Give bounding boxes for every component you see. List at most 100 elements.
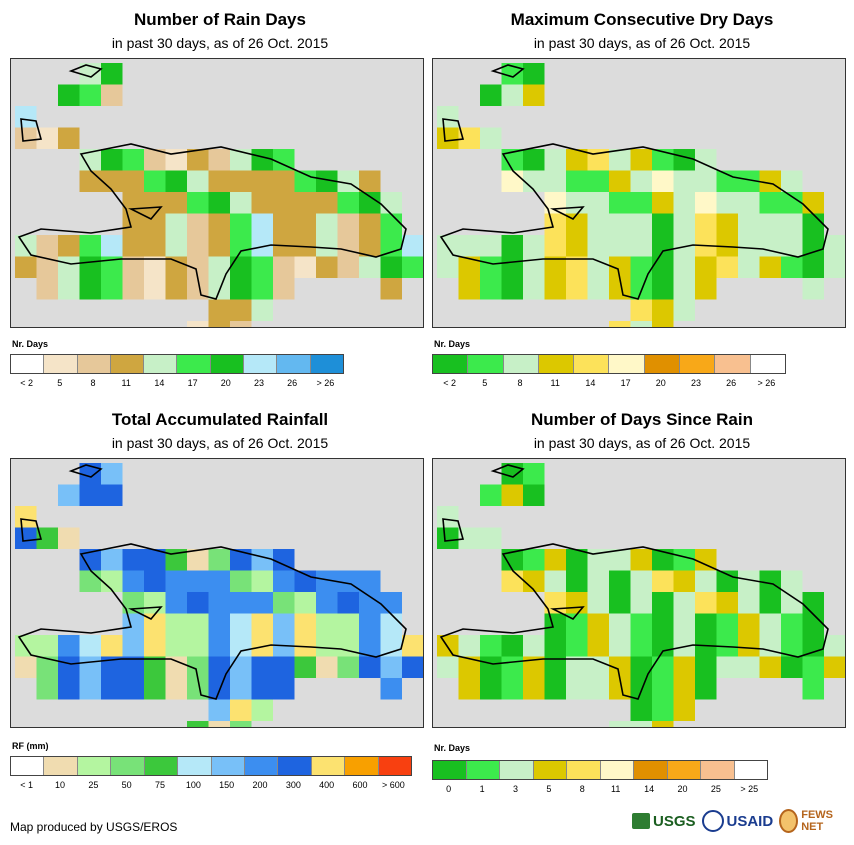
grid-cell bbox=[802, 613, 824, 635]
grid-cell bbox=[544, 256, 566, 278]
grid-cell bbox=[609, 235, 631, 257]
grid-cell bbox=[251, 613, 273, 635]
grid-cell bbox=[359, 170, 381, 192]
grid-cell bbox=[824, 656, 845, 678]
grid-cell bbox=[630, 635, 652, 657]
grid-cell bbox=[781, 635, 803, 657]
grid-cell bbox=[122, 213, 144, 235]
grid-cell bbox=[609, 149, 631, 171]
grid-cell bbox=[523, 235, 545, 257]
grid-cell bbox=[630, 613, 652, 635]
grid-cell bbox=[501, 278, 523, 300]
grid-cell bbox=[501, 170, 523, 192]
legend-swatch bbox=[44, 757, 78, 775]
map-total-rainfall bbox=[10, 458, 424, 728]
grid-cell bbox=[101, 463, 123, 485]
grid-cell bbox=[230, 613, 252, 635]
legend-label: 14 bbox=[644, 784, 655, 794]
grid-cell bbox=[738, 592, 760, 614]
grid-cell bbox=[230, 570, 252, 592]
grid-cell bbox=[630, 170, 652, 192]
grid-cell bbox=[187, 656, 209, 678]
legend-swatch bbox=[345, 757, 379, 775]
legend-labels: < 2 5 8 11 14 17 20 23 26 > 26 bbox=[432, 378, 784, 392]
grid-cell bbox=[165, 570, 187, 592]
grid-cell bbox=[122, 570, 144, 592]
grid-cell bbox=[337, 635, 359, 657]
grid-cell bbox=[122, 635, 144, 657]
grid-cell bbox=[781, 592, 803, 614]
grid-cell bbox=[122, 678, 144, 700]
grid-cell bbox=[144, 149, 166, 171]
legend-swatch bbox=[144, 757, 179, 775]
grid-cell bbox=[58, 656, 80, 678]
grid-cell bbox=[316, 613, 338, 635]
grid-cell bbox=[165, 635, 187, 657]
legend-bar bbox=[432, 354, 786, 374]
grid-cell bbox=[523, 678, 545, 700]
grid-cell bbox=[738, 656, 760, 678]
grid-cell bbox=[165, 192, 187, 214]
legend-label: 26 bbox=[726, 378, 737, 388]
legend-label: 8 bbox=[517, 378, 523, 388]
grid-cell bbox=[122, 278, 144, 300]
grid-cell bbox=[738, 256, 760, 278]
legend-swatch bbox=[634, 761, 668, 779]
grid-cell bbox=[652, 321, 674, 327]
panel-total-rainfall: Total Accumulated Rainfall in past 30 da… bbox=[10, 400, 430, 800]
usgs-wave-icon bbox=[632, 813, 650, 829]
grid-cell bbox=[380, 678, 402, 700]
grid-cell bbox=[824, 635, 845, 657]
grid-cell bbox=[480, 84, 502, 106]
grid-cell bbox=[652, 549, 674, 571]
grid-cell bbox=[587, 213, 609, 235]
grid-cell bbox=[251, 656, 273, 678]
grid-cell bbox=[759, 592, 781, 614]
legend-label: 1 bbox=[479, 784, 485, 794]
grid-cell bbox=[609, 721, 631, 727]
grid-cell bbox=[587, 256, 609, 278]
grid-cell bbox=[208, 549, 230, 571]
grid-cell bbox=[380, 613, 402, 635]
legend-label: 20 bbox=[677, 784, 688, 794]
grid-cell bbox=[523, 570, 545, 592]
grid-cell bbox=[273, 656, 295, 678]
grid-cell bbox=[673, 256, 695, 278]
grid-cell bbox=[36, 656, 58, 678]
grid-cell bbox=[251, 192, 273, 214]
legend-labels: 0 1 3 5 8 11 14 20 25 > 25 bbox=[432, 784, 766, 798]
legend-swatch bbox=[277, 355, 311, 373]
grid-cell bbox=[36, 235, 58, 257]
grid-cell bbox=[652, 656, 674, 678]
grid-cell bbox=[652, 592, 674, 614]
grid-cell bbox=[716, 656, 738, 678]
panel-days-since-rain: Number of Days Since Rain in past 30 day… bbox=[432, 400, 852, 800]
grid-cell bbox=[652, 613, 674, 635]
grid-cell bbox=[58, 127, 80, 149]
grid-cell bbox=[759, 570, 781, 592]
panel-title: Number of Days Since Rain bbox=[530, 410, 753, 429]
grid-cell bbox=[165, 613, 187, 635]
grid-cell bbox=[79, 256, 101, 278]
grid-cell bbox=[273, 256, 295, 278]
grid-cell bbox=[523, 278, 545, 300]
grid-cell bbox=[273, 570, 295, 592]
legend-label: 11 bbox=[550, 378, 560, 388]
grid-cell bbox=[566, 592, 588, 614]
grid-cell bbox=[187, 278, 209, 300]
grid-cell bbox=[802, 192, 824, 214]
grid-cell bbox=[480, 656, 502, 678]
panel-subtitle: in past 30 days, as of 26 Oct. 2015 bbox=[111, 435, 329, 451]
grid-cell bbox=[544, 235, 566, 257]
usgs-logo-text: USGS bbox=[653, 812, 696, 830]
legend-label: 25 bbox=[710, 784, 721, 794]
grid-cell bbox=[501, 656, 523, 678]
grid-cell bbox=[337, 256, 359, 278]
grid-cell bbox=[187, 549, 209, 571]
grid-cell bbox=[695, 149, 717, 171]
grid-cell bbox=[802, 635, 824, 657]
legend-swatch bbox=[244, 355, 278, 373]
grid-cell bbox=[208, 213, 230, 235]
grid-cell bbox=[36, 127, 58, 149]
legend-swatch bbox=[734, 761, 767, 779]
